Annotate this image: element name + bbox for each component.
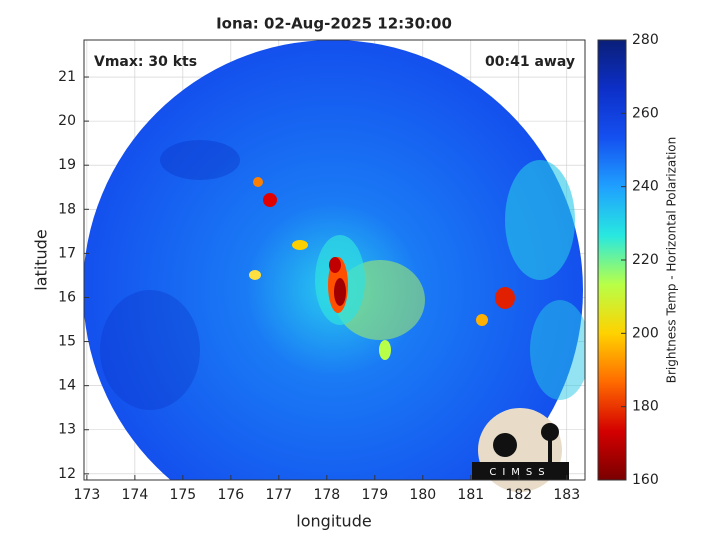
colorbar-tick-label: 220 [632, 252, 659, 268]
y-tick-label: 16 [58, 289, 76, 305]
x-tick-label: 176 [217, 487, 244, 503]
y-tick-label: 12 [58, 466, 76, 482]
x-tick-label: 174 [122, 487, 149, 503]
colorbar-tick-label: 180 [632, 399, 659, 415]
x-tick-label: 179 [361, 487, 388, 503]
colorbar-tick-label: 260 [632, 105, 659, 121]
plot-frame [83, 39, 586, 481]
x-axis-label: longitude [296, 512, 371, 531]
y-tick-label: 20 [58, 113, 76, 129]
chart-title: Iona: 02-Aug-2025 12:30:00 [216, 15, 452, 33]
colorbar-label: Brightness Temp - Horizontal Polarizatio… [665, 137, 679, 384]
y-tick-label: 13 [58, 422, 76, 438]
y-tick-label: 15 [58, 334, 76, 350]
y-tick-label: 21 [58, 69, 76, 85]
x-tick-label: 180 [409, 487, 436, 503]
x-tick-label: 183 [553, 487, 580, 503]
y-axis-label: latitude [32, 229, 51, 290]
colorbar-tick-label: 280 [632, 32, 659, 48]
y-tick-label: 17 [58, 245, 76, 261]
x-tick-label: 178 [313, 487, 340, 503]
annotation: Vmax: 30 kts [94, 54, 197, 70]
colorbar-tick-label: 240 [632, 179, 659, 195]
x-tick-label: 182 [505, 487, 532, 503]
y-tick-label: 18 [58, 201, 76, 217]
x-tick-label: 175 [169, 487, 196, 503]
x-tick-label: 181 [457, 487, 484, 503]
logo: CIMSS [472, 408, 569, 492]
colorbar-tick-label: 200 [632, 325, 659, 341]
x-tick-label: 177 [265, 487, 292, 503]
annotation: 00:41 away [485, 54, 575, 70]
logo-text: CIMSS [489, 467, 550, 478]
swath [84, 40, 585, 480]
colorbar-tick-label: 160 [632, 472, 659, 488]
x-tick-label: 173 [74, 487, 101, 503]
y-tick-label: 19 [58, 157, 76, 173]
y-tick-label: 14 [58, 378, 76, 394]
